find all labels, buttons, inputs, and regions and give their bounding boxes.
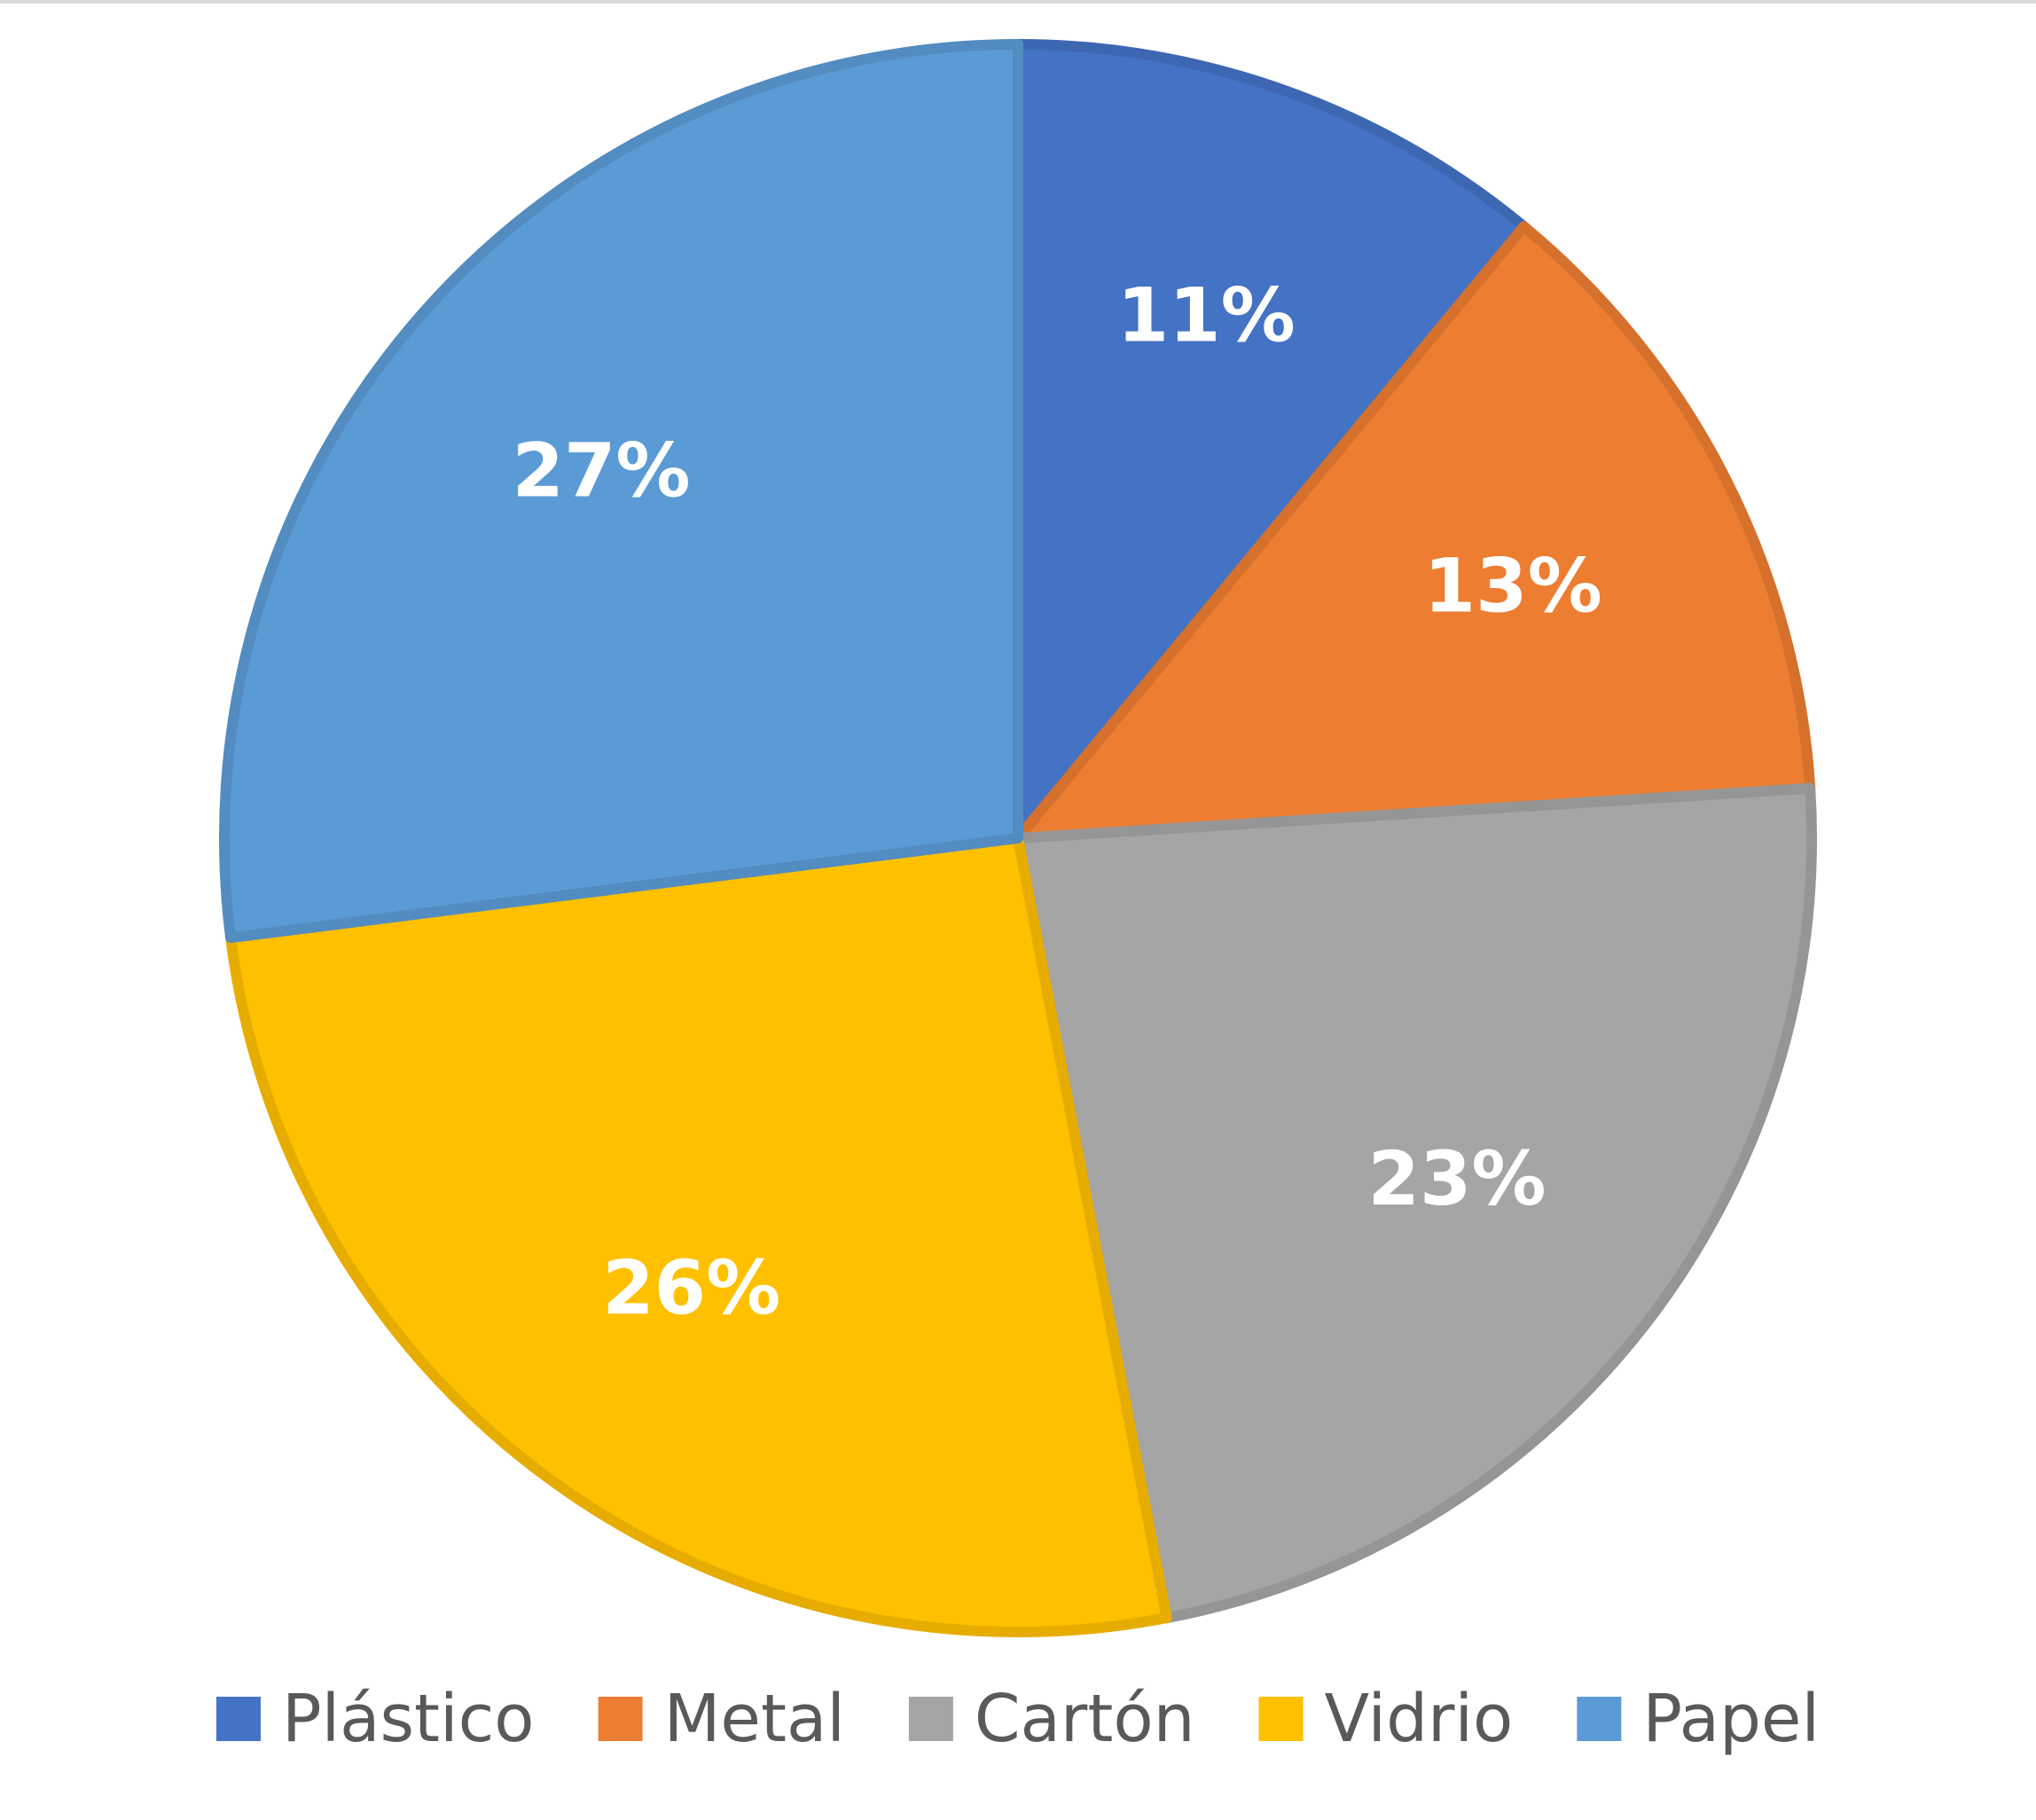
legend-item-vidrio: Vidrio [1258,1681,1514,1757]
data-label-plastico: 11% [1117,272,1296,359]
legend-item-metal: Metal [598,1681,845,1757]
data-label-papel: 27% [513,428,691,514]
legend-item-plastico: Plástico [215,1681,535,1757]
legend: Plástico Metal Cartón Vidrio Papel [215,1681,1820,1757]
legend-label-papel: Papel [1642,1681,1820,1757]
data-label-vidrio: 26% [602,1244,780,1331]
legend-swatch-carton [908,1697,953,1741]
pie-slice-metal [1013,221,1816,843]
pie-slice-vidrio [225,833,1172,1637]
pie-slice-carton [1013,782,1817,1624]
legend-label-plastico: Plástico [282,1681,535,1757]
data-label-metal: 13% [1424,543,1602,630]
pie-slice-papel [219,39,1023,944]
legend-label-metal: Metal [664,1681,845,1757]
legend-label-carton: Cartón [975,1681,1195,1757]
legend-item-carton: Cartón [908,1681,1195,1757]
legend-label-vidrio: Vidrio [1325,1681,1514,1757]
top-border [0,0,2036,4]
legend-item-papel: Papel [1577,1681,1820,1757]
data-label-carton: 23% [1368,1135,1547,1222]
pie-slice-plastico [1013,39,1530,843]
legend-swatch-plastico [215,1697,261,1741]
pie-data-labels: 11% 13% 23% 26% 27% [513,272,1602,1331]
legend-swatch-papel [1577,1697,1622,1741]
legend-swatch-vidrio [1258,1697,1304,1741]
pie-slices [219,39,1817,1637]
legend-swatch-metal [598,1697,643,1741]
